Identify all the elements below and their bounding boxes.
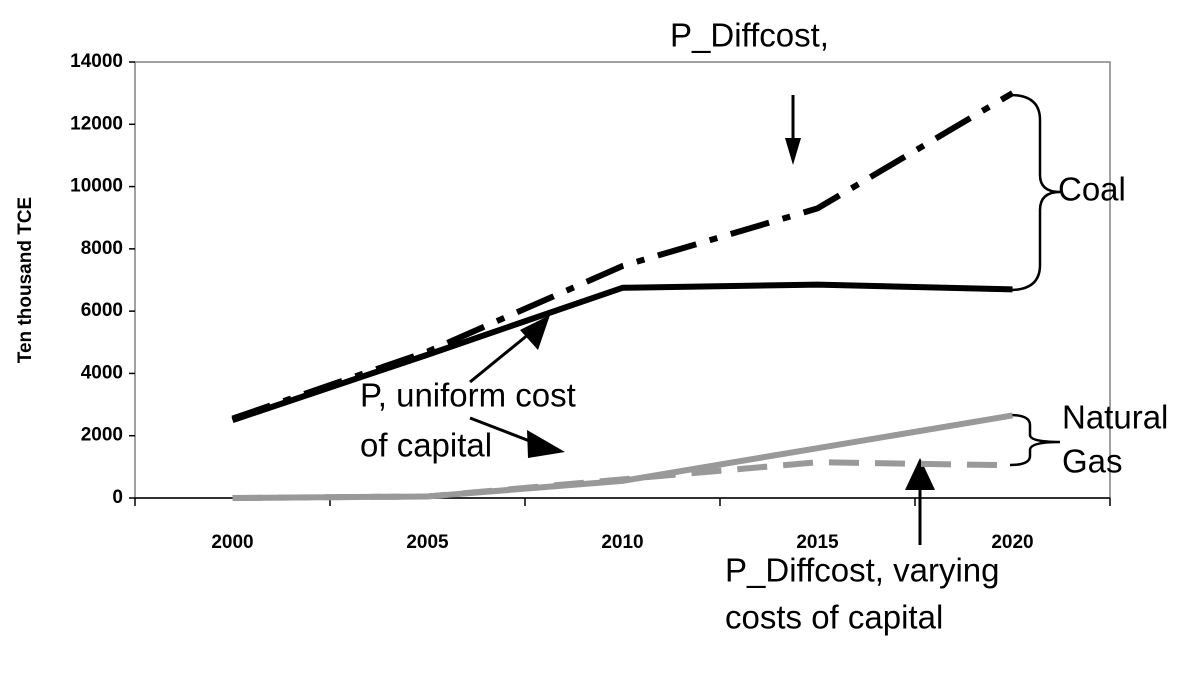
arrow-head bbox=[785, 138, 801, 165]
annotation: costs of capital bbox=[725, 599, 943, 636]
arrow-head bbox=[905, 458, 935, 490]
series-line bbox=[231, 281, 1013, 423]
series-line bbox=[232, 459, 1013, 501]
x-tick-label: 2005 bbox=[406, 532, 449, 553]
plot-frame bbox=[134, 61, 1111, 499]
annotation: P, uniform cost bbox=[360, 377, 576, 414]
y-tick-label: 4000 bbox=[81, 362, 123, 383]
x-tick-label: 2010 bbox=[601, 532, 643, 553]
annotation: of capital bbox=[360, 427, 492, 464]
series-line bbox=[231, 90, 1015, 422]
annotation: P_Diffcost, varying bbox=[725, 552, 1000, 589]
y-tick-label: 2000 bbox=[81, 425, 123, 446]
brace bbox=[1009, 93, 1061, 292]
y-axis-label: Ten thousand TCE bbox=[15, 197, 36, 363]
series-line bbox=[232, 412, 1013, 501]
arrow-head bbox=[520, 315, 550, 350]
annotation: Coal bbox=[1058, 171, 1126, 208]
x-tick-label: 2020 bbox=[991, 532, 1033, 553]
y-tick-label: 6000 bbox=[81, 300, 123, 321]
annotation: Gas bbox=[1062, 443, 1123, 480]
y-tick-label: 14000 bbox=[70, 51, 123, 72]
arrow-head bbox=[527, 430, 565, 458]
y-tick-label: 0 bbox=[112, 487, 123, 508]
x-tick-label: 2000 bbox=[211, 532, 253, 553]
y-tick-label: 8000 bbox=[81, 238, 123, 259]
y-tick-label: 12000 bbox=[70, 113, 123, 134]
annotation: P_Diffcost, bbox=[670, 17, 829, 54]
y-tick-label: 10000 bbox=[70, 176, 123, 197]
x-tick-label: 2015 bbox=[796, 532, 839, 553]
brace bbox=[1009, 413, 1061, 467]
annotation: Natural bbox=[1062, 399, 1168, 436]
